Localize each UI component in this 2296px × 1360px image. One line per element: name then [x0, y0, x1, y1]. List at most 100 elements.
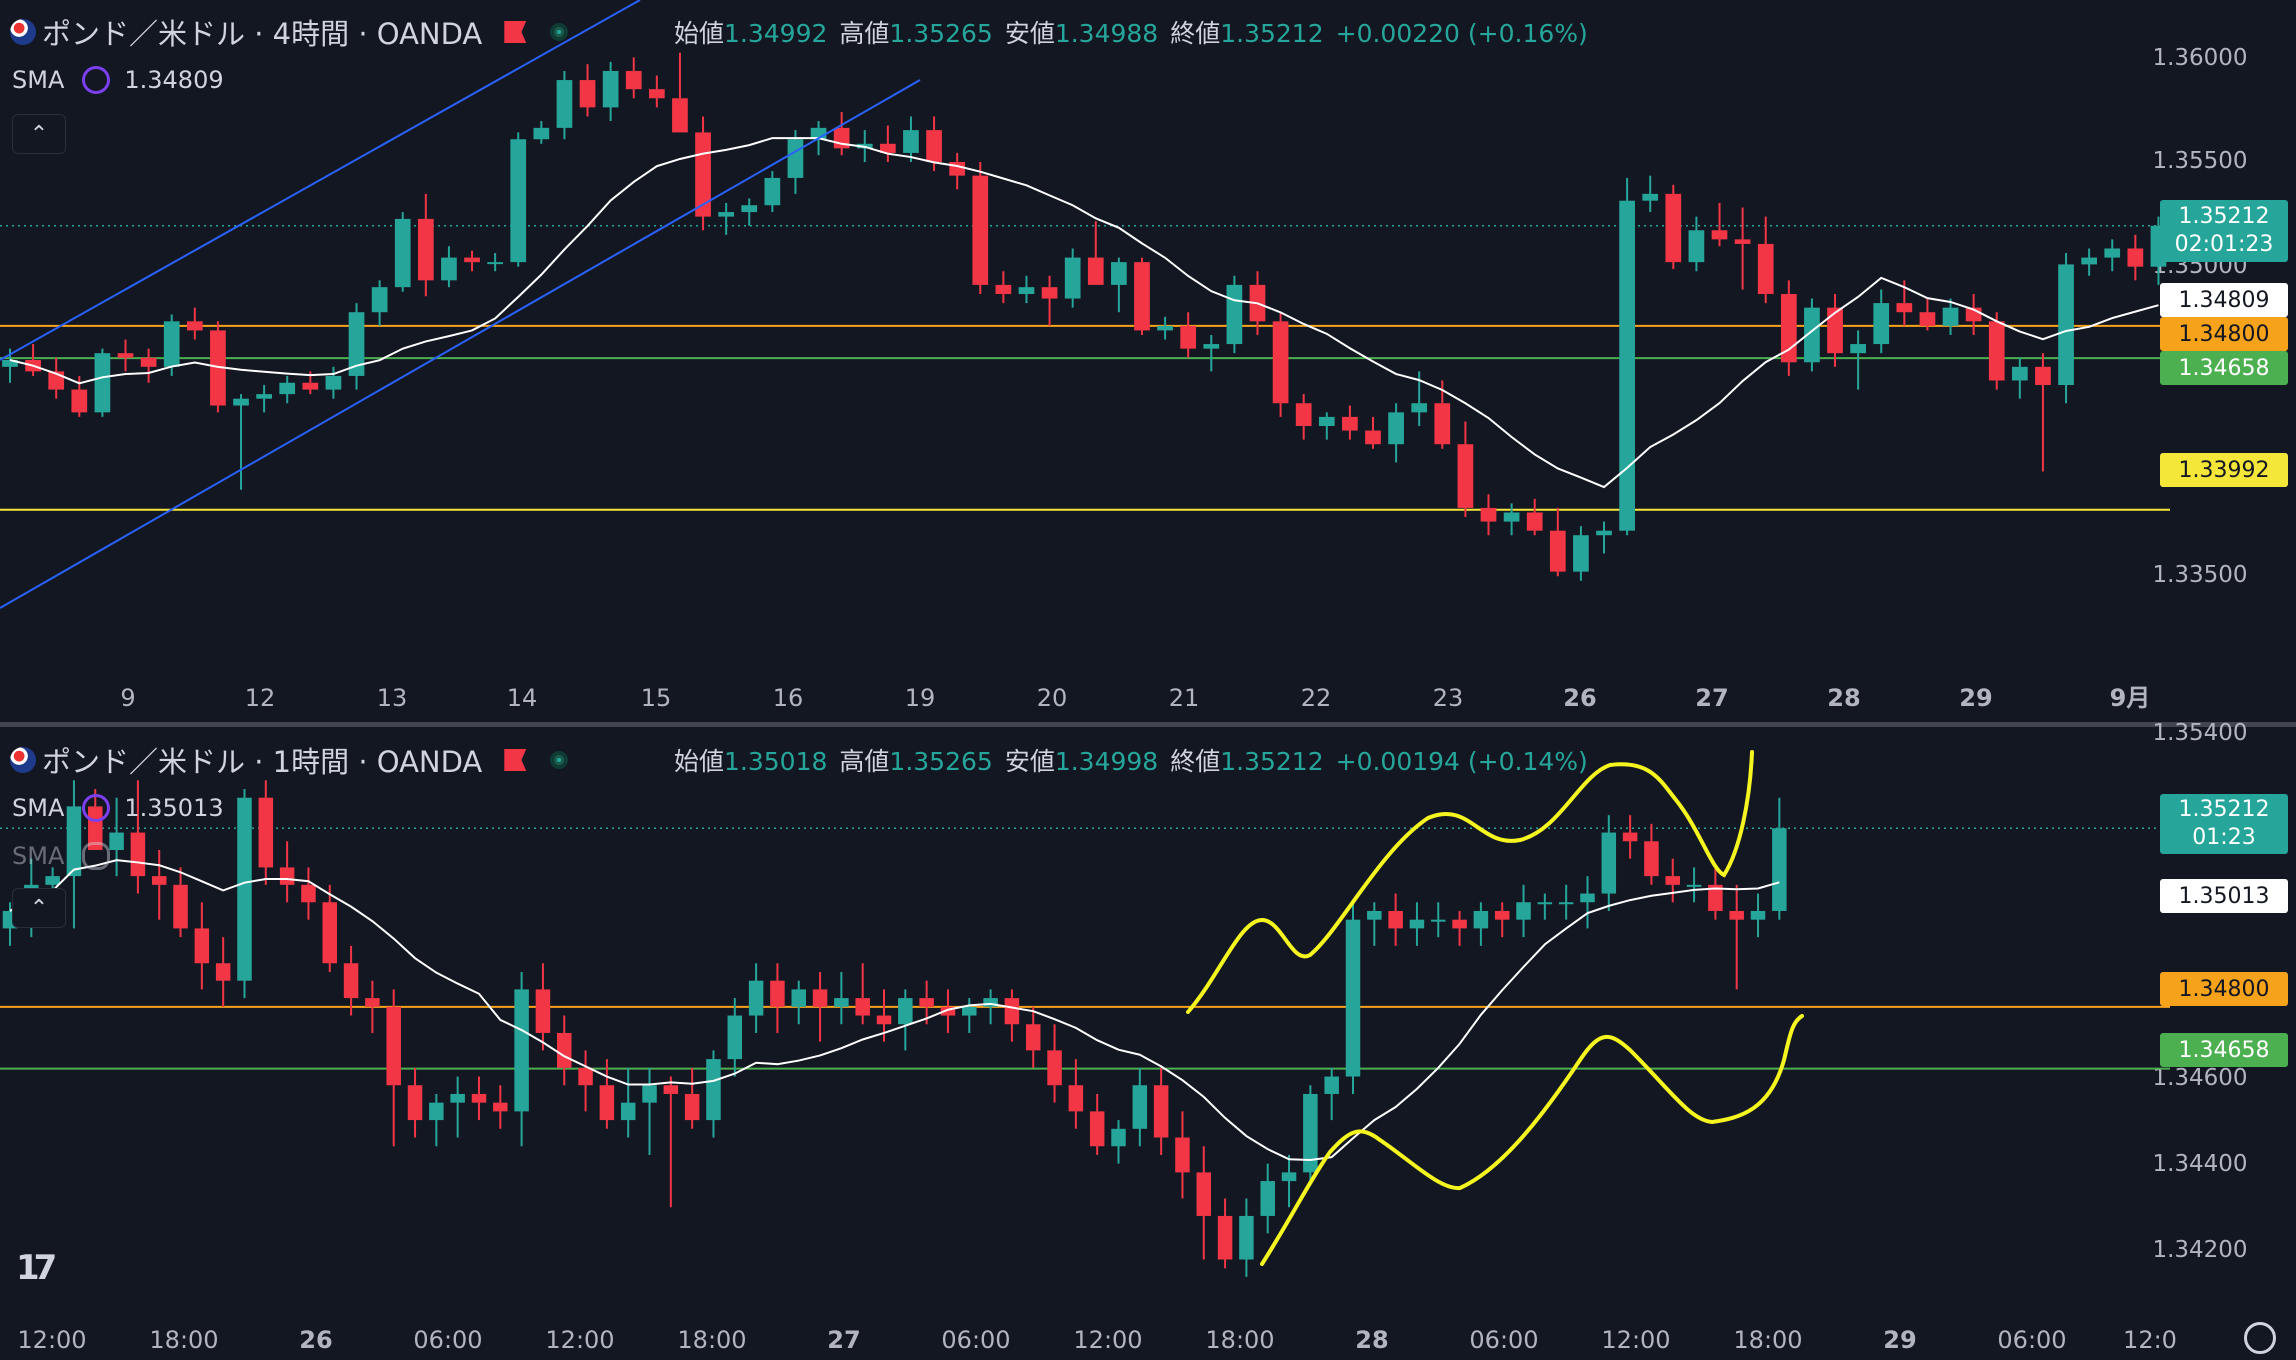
candle-body [1089, 1111, 1105, 1147]
candle-body [1345, 919, 1361, 1077]
candle-body [237, 797, 252, 981]
x-tick-label: 9月 [2110, 684, 2151, 712]
x-tick-label: 18:00 [1733, 1326, 1802, 1354]
candle-body [1272, 321, 1289, 404]
candle-body [173, 884, 188, 929]
candle-body [1111, 1128, 1126, 1147]
candle-body [1622, 832, 1638, 842]
sma-line [9, 137, 2159, 489]
candle-body [1711, 230, 1728, 240]
x-tick-label: 06:00 [941, 1326, 1010, 1354]
low-label: 安値 [1004, 747, 1055, 776]
candle-body [1132, 1085, 1148, 1129]
candle-body [1827, 307, 1843, 354]
candle-body [215, 963, 231, 981]
candle-body [919, 998, 934, 1007]
candle-body [1281, 1172, 1297, 1182]
y-tick-label: 1.33500 [2152, 562, 2247, 588]
candle-body [210, 330, 226, 406]
candle-body [1734, 239, 1751, 244]
collapse-legend-button[interactable]: ⌃ [12, 114, 66, 154]
candle-body [1196, 1172, 1212, 1216]
panel-divider [0, 722, 2296, 727]
panel1-sma-legend[interactable]: SMA 1.34809 [12, 66, 224, 94]
low-value: 1.34998 [1054, 747, 1159, 776]
close-value: 1.35212 [1220, 747, 1324, 776]
candle-body [834, 998, 849, 1007]
x-tick-label: 18:00 [1205, 1326, 1274, 1354]
x-tick-label: 27 [827, 1326, 860, 1354]
y-tick-label: 1.34400 [2152, 1151, 2247, 1177]
panel1-title[interactable]: ポンド／米ドル · 4時間 · OANDA [42, 17, 483, 51]
candle-body [1503, 512, 1520, 522]
candle-body [855, 998, 870, 1016]
panel2-header: ポンド／米ドル · 1時間 · OANDA [10, 738, 598, 782]
panel2-level-label: 1.34658 [2160, 1033, 2288, 1067]
x-tick-label: 29 [1883, 1326, 1916, 1354]
panel2-level-label: 1.35013 [2160, 879, 2288, 913]
candle-body [1004, 998, 1020, 1025]
candle-body [429, 1102, 444, 1121]
candle-body [1087, 257, 1104, 285]
candle-body [579, 80, 596, 108]
candle-body [535, 989, 551, 1033]
panel2-ohlc: 始値1.35018 高値1.35265 安値1.34998 終値1.35212 +0.0… [674, 742, 1600, 778]
sma-label: SMA [12, 66, 65, 94]
candle-body [450, 1093, 465, 1103]
tradingview-logo[interactable]: 17 [16, 1248, 57, 1288]
flag-marker-icon[interactable] [504, 21, 527, 43]
low-value: 1.34988 [1054, 19, 1159, 48]
candle-body [718, 212, 735, 217]
candle-body [1601, 832, 1617, 894]
x-tick-label: 29 [1959, 684, 1992, 712]
open-label: 始値 [674, 747, 725, 776]
candle-body [279, 867, 295, 885]
panel1-level-label: 1.33992 [2160, 453, 2288, 487]
candle-body [386, 1006, 401, 1086]
candle-body [940, 1006, 956, 1016]
candle-body [441, 257, 457, 281]
candle-body [417, 218, 434, 281]
candle-body [556, 80, 573, 128]
sma-value: 1.35013 [124, 794, 224, 822]
candle-body [949, 162, 966, 176]
settings-gear-icon[interactable] [2244, 1322, 2276, 1354]
candle-body [983, 998, 998, 1007]
high-label: 高値 [839, 747, 890, 776]
panel2-sma-legend[interactable]: SMA 1.35013 [12, 794, 224, 822]
x-tick-label: 28 [1355, 1326, 1388, 1354]
candle-body [371, 287, 388, 313]
candle-body [995, 284, 1012, 294]
candle-body [394, 218, 411, 288]
x-tick-label: 26 [1563, 684, 1596, 712]
x-tick-label: 12:00 [545, 1326, 614, 1354]
candle-body [898, 998, 913, 1025]
candle-body [926, 130, 942, 162]
candle-body [812, 989, 828, 1007]
candle-body [1804, 307, 1820, 363]
candle-body [1434, 403, 1451, 445]
candle-body [2058, 264, 2074, 386]
candle-body [1157, 325, 1173, 331]
candle-body [578, 1067, 593, 1086]
x-tick-label: 18:00 [149, 1326, 218, 1354]
candle-body [972, 175, 989, 285]
candle-body [1494, 910, 1510, 920]
candle-body [1025, 1024, 1041, 1051]
candle-body [471, 1093, 487, 1103]
candle-body [770, 980, 785, 1007]
sma-sync-icon[interactable] [82, 66, 111, 94]
candle-body [279, 382, 296, 395]
x-tick-label: 19 [905, 684, 936, 712]
sma-sync-icon[interactable] [82, 794, 111, 822]
panel1-level-label: 1.34800 [2160, 317, 2288, 351]
eye-hidden-icon[interactable] [82, 842, 111, 870]
panel2-title[interactable]: ポンド／米ドル · 1時間 · OANDA [42, 745, 483, 779]
candle-body [322, 902, 338, 964]
y-tick-label: 1.36000 [2152, 45, 2247, 71]
collapse-legend-button[interactable]: ⌃ [12, 888, 66, 928]
panel2-sma2-legend[interactable]: SMA [12, 842, 124, 870]
candle-body [1068, 1085, 1084, 1112]
flag-marker-icon[interactable] [504, 749, 527, 771]
